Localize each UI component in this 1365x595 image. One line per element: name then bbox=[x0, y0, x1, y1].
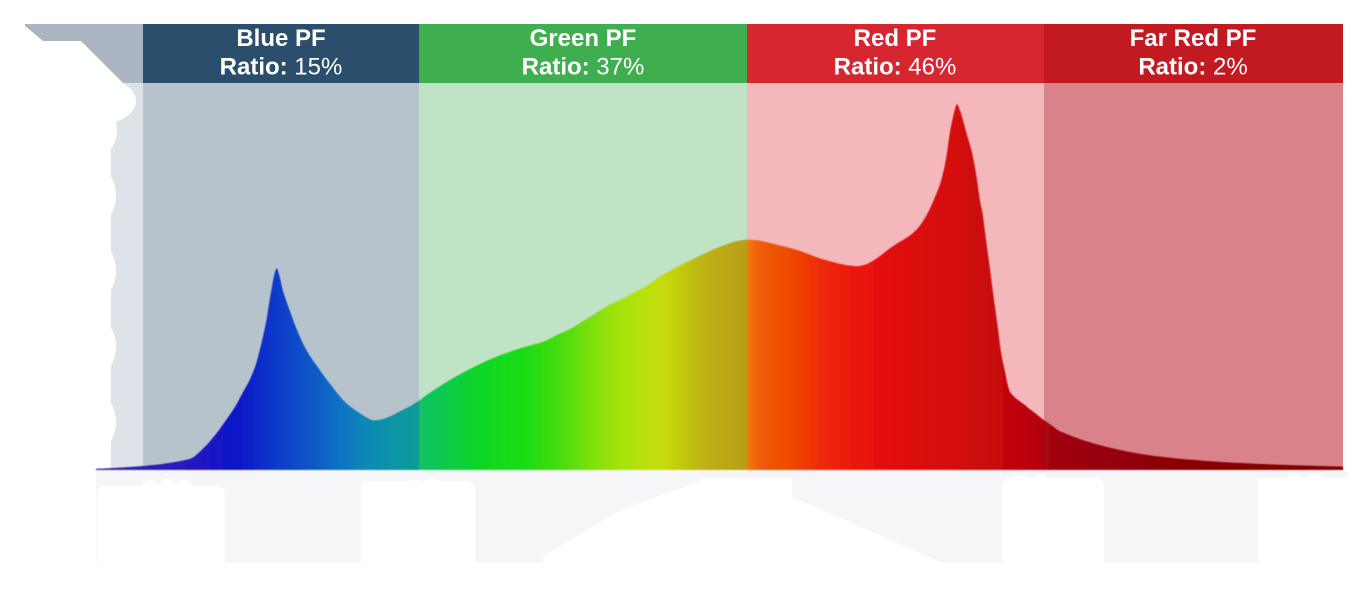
svg-text:Red PF: Red PF bbox=[854, 25, 937, 52]
svg-text:Ratio: 15%: Ratio: 15% bbox=[220, 54, 343, 81]
svg-text:Ratio: 2%: Ratio: 2% bbox=[1138, 54, 1247, 81]
svg-text:Far Red PF: Far Red PF bbox=[1130, 25, 1257, 52]
svg-text:Ratio: 46%: Ratio: 46% bbox=[834, 54, 957, 81]
svg-text:Green PF: Green PF bbox=[530, 25, 637, 52]
svg-text:Ratio: 37%: Ratio: 37% bbox=[522, 54, 645, 81]
svg-text:Blue PF: Blue PF bbox=[236, 25, 325, 52]
